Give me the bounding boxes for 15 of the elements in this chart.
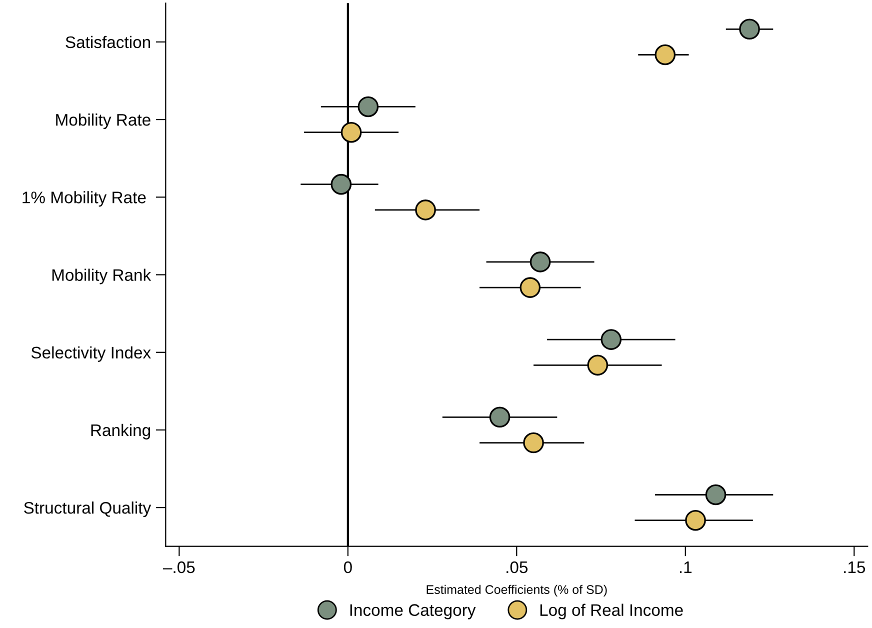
y-tick-label: Selectivity Index [31, 346, 151, 362]
y-tick-label: Ranking [91, 424, 150, 440]
y-tick-label: 1% Mobility Rate [22, 191, 146, 207]
legend-label: Log of Real Income [540, 604, 683, 620]
x-tick-label: 0 [344, 561, 352, 574]
x-tick-label: .05 [506, 561, 528, 574]
y-tick-label: Mobility Rate [56, 114, 150, 130]
x-tick-label: .15 [844, 562, 866, 574]
y-tick-label: Mobility Rank [52, 268, 152, 284]
legend-label: Income Category [350, 604, 476, 620]
y-tick-label: Satisfaction [66, 36, 150, 48]
x-axis-title: Estimated Coefficients (% of SD) [426, 584, 607, 596]
x-tick-label: –.05 [162, 561, 195, 574]
y-tick-label: Structural Quality [24, 502, 152, 518]
x-tick-label: .1 [680, 562, 692, 574]
